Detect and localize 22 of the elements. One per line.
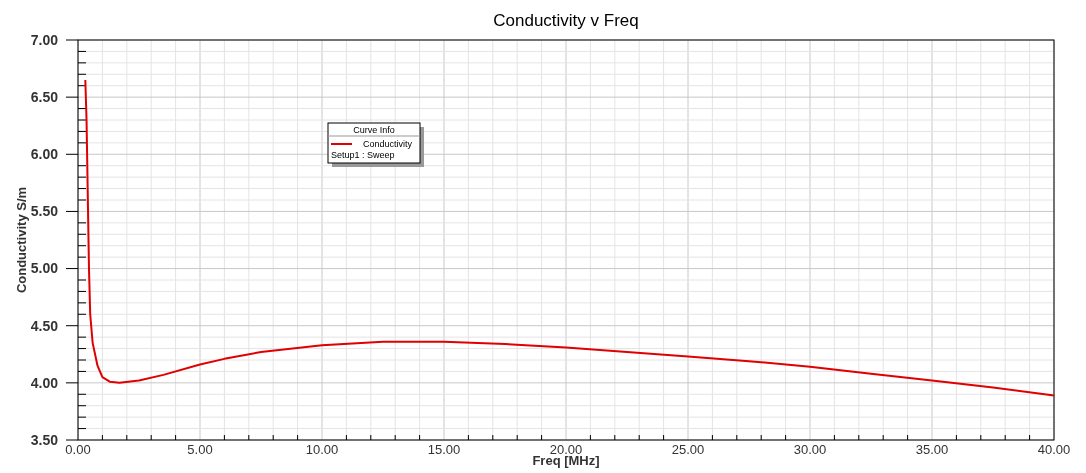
x-tick-label: 30.00 <box>793 442 827 457</box>
y-tick-label: 5.00 <box>30 260 59 277</box>
y-axis-title: Conductivity S/m <box>14 186 29 294</box>
y-tick-label: 4.00 <box>30 374 59 391</box>
y-tick-label: 3.50 <box>30 431 59 448</box>
y-tick-label: 6.00 <box>30 146 59 163</box>
annotation: Setup1 : Sweep <box>331 150 395 160</box>
y-tick-label: 4.50 <box>30 317 59 334</box>
x-tick-label: 35.00 <box>915 442 949 457</box>
x-tick-label: 0.00 <box>65 442 91 457</box>
x-tick-label: 15.00 <box>427 442 461 457</box>
x-tick-label: 25.00 <box>671 442 705 457</box>
legend-label: Conductivity <box>363 139 413 149</box>
legend-title: Curve Info <box>353 125 395 135</box>
x-tick-label: 40.00 <box>1037 442 1071 457</box>
x-tick-label: 5.00 <box>187 442 213 457</box>
y-tick-label: 6.50 <box>30 89 59 106</box>
chart-title: Conductivity v Freq <box>493 11 639 30</box>
y-tick-label: 5.50 <box>30 203 59 220</box>
y-tick-label: 7.00 <box>30 31 59 48</box>
x-tick-label: 10.00 <box>305 442 339 457</box>
line-series <box>84 79 1055 397</box>
